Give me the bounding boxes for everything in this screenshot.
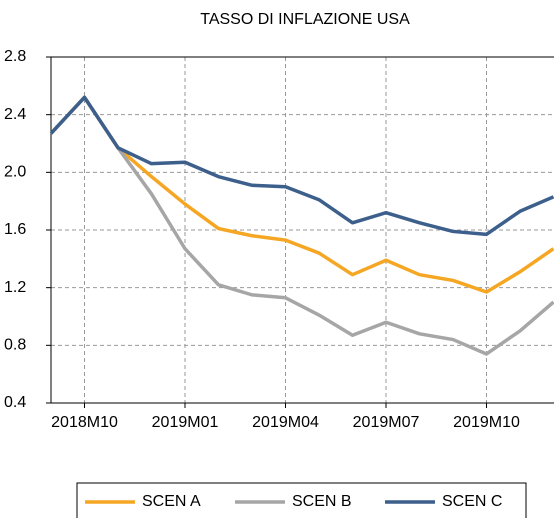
y-tick-label: 1.2 bbox=[4, 279, 26, 296]
series-line bbox=[49, 95, 554, 356]
chart-title: TASSO DI INFLAZIONE USA bbox=[200, 11, 410, 28]
legend-label: SCEN B bbox=[292, 493, 352, 510]
legend-label: SCEN C bbox=[442, 493, 502, 510]
x-tick-label: 2019M04 bbox=[252, 414, 319, 431]
series-line bbox=[49, 95, 554, 237]
legend-label: SCEN A bbox=[142, 493, 201, 510]
x-tick-label: 2019M01 bbox=[152, 414, 219, 431]
legend-box bbox=[76, 482, 527, 518]
y-tick-label: 0.8 bbox=[4, 337, 26, 354]
y-tick-label: 1.6 bbox=[4, 221, 26, 238]
x-tick-label: 2019M10 bbox=[453, 414, 520, 431]
y-tick-label: 2.0 bbox=[4, 164, 26, 181]
y-tick-label: 2.8 bbox=[4, 48, 26, 65]
series-line bbox=[49, 95, 554, 294]
x-tick-label: 2018M10 bbox=[51, 414, 118, 431]
y-tick-label: 0.4 bbox=[4, 394, 26, 411]
x-tick-label: 2019M07 bbox=[353, 414, 420, 431]
y-tick-label: 2.4 bbox=[4, 106, 26, 123]
plot-frame bbox=[50, 56, 554, 404]
